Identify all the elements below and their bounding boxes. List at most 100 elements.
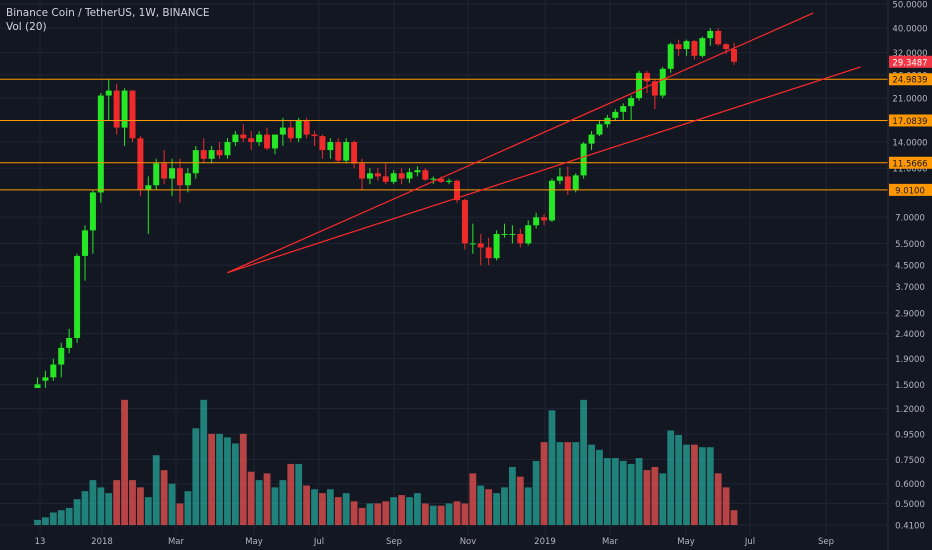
volume-bar [97, 487, 105, 525]
candle [485, 237, 492, 266]
trend-line[interactable] [227, 12, 814, 274]
volume-bar [374, 503, 382, 525]
candle [707, 28, 714, 46]
candle-body [453, 180, 460, 201]
candle [271, 134, 278, 155]
volume-bar [334, 497, 342, 525]
candle [469, 223, 476, 254]
volume-bar [453, 501, 461, 525]
candle [224, 138, 231, 159]
candle-body [169, 168, 176, 179]
level-price-label: 24.9839 [892, 76, 927, 86]
candle-body [319, 136, 326, 151]
time-axis[interactable]: 13 2018 Mar May Jul Sep Nov 2019 Mar May Jul Sep [35, 537, 834, 547]
volume-bar [176, 503, 184, 525]
candle [137, 136, 144, 197]
candle [588, 131, 595, 151]
volume-bar [406, 497, 413, 525]
volume-bar [224, 437, 231, 525]
trend-lines[interactable] [227, 12, 861, 274]
volume-bar [619, 460, 627, 525]
volume-bar [121, 399, 128, 525]
candle [42, 370, 49, 388]
candle-body [232, 134, 239, 143]
candle [374, 168, 381, 181]
candle-body [501, 233, 508, 235]
candle-body [604, 117, 611, 125]
candle [643, 70, 650, 94]
candle-body [643, 72, 650, 82]
candle-body [517, 233, 524, 244]
volume-bar [414, 493, 421, 525]
volume-indicator-label[interactable]: Vol (20) [6, 21, 47, 33]
candle [683, 39, 690, 56]
candle-body [469, 243, 476, 245]
candle-body [564, 176, 571, 190]
candle-body [176, 168, 183, 186]
time-axis-tick: 2018 [91, 537, 113, 547]
price-axis-tick: 1.9000 [895, 355, 925, 365]
volume-bar [524, 487, 532, 525]
volume-bar [532, 460, 540, 525]
current-price-label: 29.3487 [892, 58, 927, 68]
candle-body [390, 173, 397, 182]
volume-bar [382, 501, 390, 525]
candle [501, 223, 508, 238]
candle-body [129, 90, 136, 139]
candle [477, 233, 484, 266]
volume-bar [627, 463, 635, 525]
volume-bar [42, 517, 49, 525]
candle [34, 377, 41, 388]
support-resistance-lines[interactable] [0, 78, 888, 191]
volume-bar [247, 471, 255, 525]
volume-bar [342, 493, 350, 525]
candle-body [422, 170, 429, 180]
volume-bar [572, 442, 580, 525]
candle-body [343, 142, 350, 161]
volume-bar [706, 447, 714, 525]
time-axis-tick: May [245, 537, 263, 547]
candle-body [145, 185, 152, 190]
volume-bar [730, 510, 738, 525]
time-axis-tick: 2019 [534, 537, 556, 547]
price-axis-tick: 2.9000 [895, 309, 925, 319]
volume-bar [659, 473, 667, 525]
volume-bar [200, 399, 208, 525]
candle [525, 220, 532, 246]
volume-bar [144, 497, 152, 525]
trend-line[interactable] [227, 66, 861, 274]
candle [604, 114, 611, 128]
candle [311, 131, 318, 147]
level-price-label: 9.0100 [895, 186, 925, 196]
volume-bar [160, 470, 168, 525]
candle-body [121, 90, 128, 128]
volume-bar [501, 487, 508, 525]
candle-body [707, 30, 714, 39]
volume-bar [722, 487, 730, 525]
candle [66, 328, 73, 354]
candle [105, 79, 112, 122]
candle-body [659, 68, 666, 96]
symbol-title[interactable]: Binance Coin / TetherUS, 1W, BINANCE [6, 7, 210, 19]
volume-bar [493, 493, 500, 525]
candle-body [366, 173, 373, 179]
candle [572, 173, 579, 193]
volume-bar [691, 444, 698, 525]
volume-bar [683, 444, 690, 525]
candle-body [675, 44, 682, 50]
volume-bar [73, 499, 81, 525]
volume-bar [421, 503, 429, 525]
candle [129, 90, 136, 143]
volume-bar [255, 480, 263, 525]
candle-body [691, 41, 698, 56]
volume-bar [651, 466, 659, 525]
time-axis-tick: Mar [168, 537, 185, 547]
volume-bar [34, 519, 41, 525]
candle [430, 176, 437, 185]
volume-bar [326, 489, 334, 525]
candle [620, 103, 627, 122]
volume-bar [596, 449, 603, 525]
candle-body [200, 150, 207, 159]
